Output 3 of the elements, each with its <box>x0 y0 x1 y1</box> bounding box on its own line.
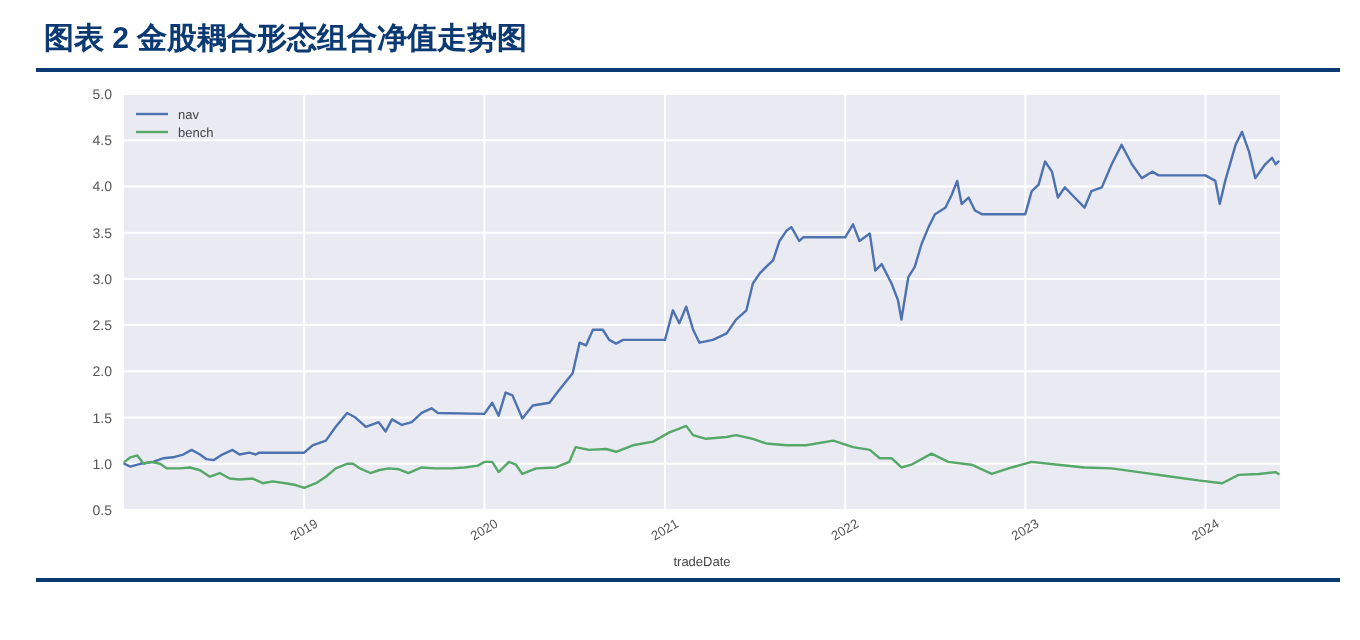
line-series <box>123 424 1280 490</box>
line-series <box>123 130 1280 468</box>
chart-title: 图表 2 金股耦合形态组合净值走势图 <box>44 22 528 56</box>
